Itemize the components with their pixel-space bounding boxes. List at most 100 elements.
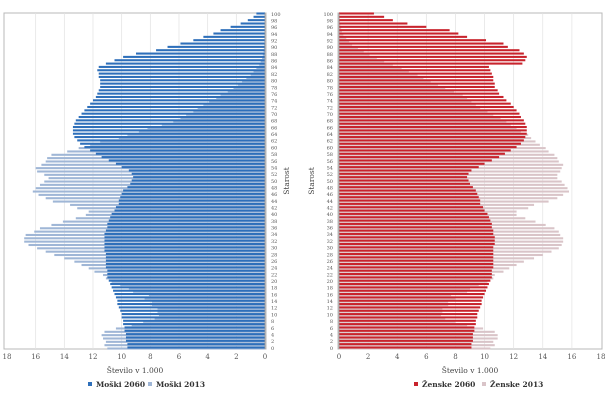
women-bar-2060 <box>339 45 508 48</box>
men-age-tick-label: 62 <box>271 139 277 145</box>
men-bar-2060 <box>78 115 266 119</box>
women-bar-2060 <box>339 72 492 75</box>
women-bar-2060 <box>339 169 472 172</box>
women-age-tick-label: 2 <box>330 339 333 345</box>
men-bar-2060 <box>100 82 266 85</box>
men-age-tick-label: 60 <box>271 145 277 151</box>
men-age-tick-label: 86 <box>271 59 277 65</box>
women-bar-2060 <box>339 323 476 326</box>
men-age-tick-label: 38 <box>271 219 277 225</box>
women-bar-2060 <box>339 132 527 135</box>
women-bar-2060 <box>339 159 492 162</box>
men-bar-2060 <box>97 69 265 72</box>
women-bar-2060 <box>339 226 492 229</box>
men-bar-2060 <box>107 276 265 279</box>
men-bar-2060 <box>104 249 265 252</box>
men-bar-2060 <box>230 25 265 28</box>
men-age-tick-label: 94 <box>271 32 277 38</box>
men-bar-2060 <box>72 126 265 129</box>
women-bar-2060 <box>339 266 494 269</box>
men-bar-2060 <box>118 202 265 205</box>
men-bar-2060 <box>74 136 265 139</box>
women-age-tick-label: 30 <box>327 246 333 252</box>
women-bar-2060 <box>339 289 487 292</box>
women-age-tick-label: 76 <box>327 92 333 98</box>
women-age-tick-label: 38 <box>327 219 333 225</box>
women-age-tick-label: 58 <box>327 152 333 158</box>
men-bar-2060 <box>107 226 265 229</box>
men-age-tick-label: 2 <box>271 339 274 345</box>
men-bar-2060 <box>93 99 265 102</box>
men-bar-2060 <box>213 32 265 35</box>
women-age-tick-label: 8 <box>330 319 333 325</box>
men-bar-2060 <box>72 132 265 135</box>
women-age-tick-label: 44 <box>327 199 333 205</box>
legend-swatch-women-2060 <box>414 382 418 386</box>
men-age-tick-label: 88 <box>271 52 277 58</box>
women-bar-2060 <box>339 216 489 219</box>
women-age-tick-label: 0 <box>330 346 333 352</box>
women-bar-2060 <box>339 219 491 222</box>
women-age-tick-label: 32 <box>327 239 333 245</box>
women-bar-2060 <box>339 293 485 296</box>
men-bar-2060 <box>115 206 265 209</box>
legend-item-men-2060[interactable]: Moški 2060 <box>88 380 145 389</box>
women-bar-2060 <box>339 12 374 15</box>
women-bar-2060 <box>339 249 494 252</box>
men-bar-2060 <box>90 149 265 152</box>
women-bar-2060 <box>339 339 473 342</box>
men-bar-2060 <box>104 236 265 239</box>
men-bar-2060 <box>121 313 266 316</box>
men-age-tick-label: 66 <box>271 125 277 131</box>
women-x-tick-label: 16 <box>567 353 576 361</box>
women-bar-2060 <box>339 122 526 125</box>
women-bar-2060 <box>339 316 478 319</box>
men-bar-2060 <box>115 296 265 299</box>
women-bar-2060 <box>339 306 481 309</box>
men-bar-2060 <box>133 176 265 179</box>
men-bar-2060 <box>127 346 266 349</box>
women-x-tick-label: 4 <box>395 353 400 361</box>
women-bar-2060 <box>339 95 504 99</box>
men-bar-2060 <box>253 15 265 18</box>
men-x-tick-label: 18 <box>3 353 12 361</box>
men-x-tick-label: 8 <box>148 353 152 361</box>
men-bar-2060 <box>125 336 265 339</box>
women-legend: Ženske 2060 Ženske 2013 <box>414 380 543 389</box>
men-age-tick-label: 8 <box>271 319 274 325</box>
men-bar-2060 <box>95 95 265 99</box>
men-x-tick-label: 4 <box>205 353 210 361</box>
men-age-tick-label: 22 <box>271 272 277 278</box>
men-bar-2060 <box>81 112 266 115</box>
women-age-tick-label: 24 <box>327 266 333 272</box>
women-x-tick-label: 12 <box>509 353 518 361</box>
women-x-tick-label: 14 <box>538 353 547 361</box>
legend-item-women-2013[interactable]: Ženske 2013 <box>482 380 543 389</box>
legend-item-men-2013[interactable]: Moški 2013 <box>148 380 205 389</box>
men-bar-2060 <box>80 142 265 145</box>
men-bar-2060 <box>203 35 265 38</box>
men-bar-2060 <box>105 229 266 232</box>
women-bar-2060 <box>339 222 492 225</box>
men-age-tick-label: 0 <box>271 346 274 352</box>
women-age-tick-label: 34 <box>327 232 333 238</box>
men-bar-2060 <box>130 182 265 185</box>
men-age-tick-label: 20 <box>271 279 277 285</box>
men-bar-2060 <box>100 79 266 82</box>
men-bar-2060 <box>156 49 265 52</box>
legend-item-women-2060[interactable]: Ženske 2060 <box>414 380 475 389</box>
women-bar-2060 <box>339 192 478 195</box>
men-bar-2060 <box>120 309 265 312</box>
women-bar-2060 <box>339 146 517 149</box>
men-age-tick-label: 14 <box>271 299 277 305</box>
men-bar-2060 <box>107 272 265 276</box>
men-age-tick-label: 24 <box>271 266 277 272</box>
women-age-tick-label: 36 <box>327 226 333 232</box>
women-age-tick-label: 100 <box>323 12 333 18</box>
men-bar-2060 <box>105 266 266 269</box>
women-bar-2060 <box>339 202 481 205</box>
women-bar-2060 <box>339 42 504 45</box>
women-age-tick-label: 88 <box>327 52 333 58</box>
